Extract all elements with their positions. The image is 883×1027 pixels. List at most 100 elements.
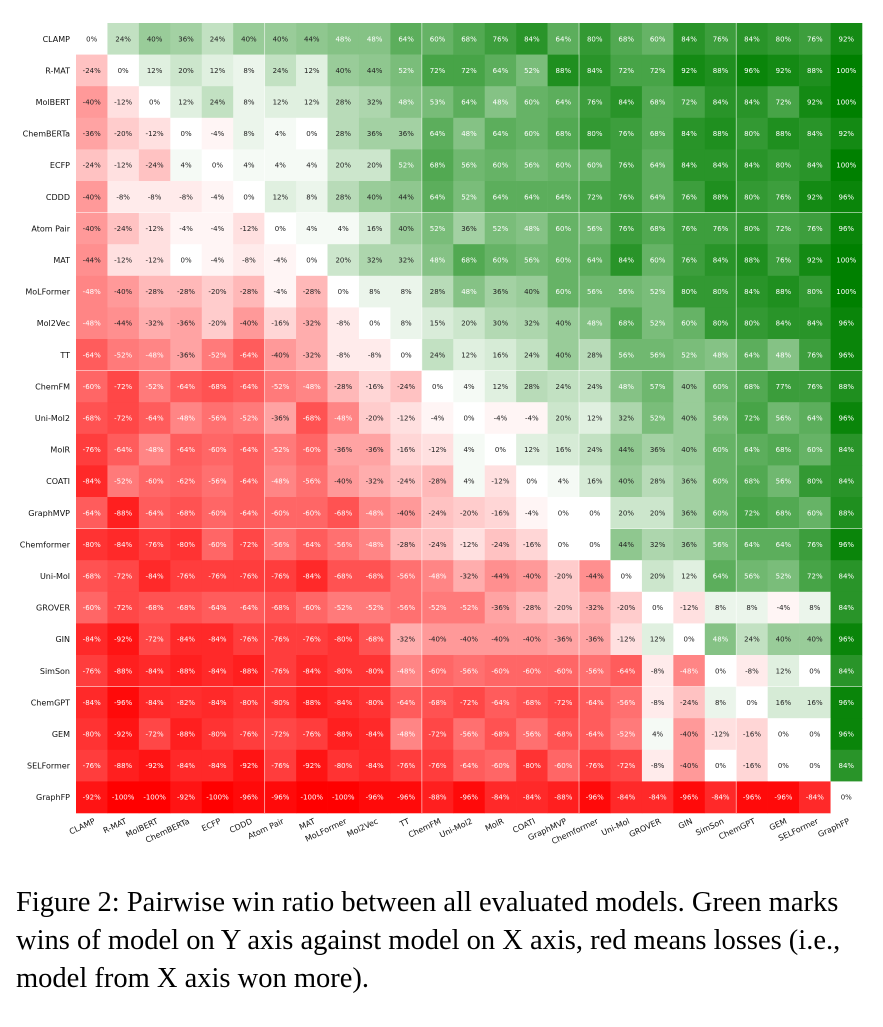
cell-value-label: -60% — [491, 667, 509, 675]
heatmap-cell — [484, 433, 517, 466]
x-tick-label: GROVER — [628, 816, 663, 839]
cell-value-label: 64% — [461, 99, 477, 107]
heatmap-cell — [673, 339, 706, 371]
cell-value-label: 92% — [807, 99, 823, 107]
cell-value-label: -16% — [743, 731, 761, 739]
cell-value-label: -16% — [366, 383, 384, 391]
cell-value-label: -56% — [460, 667, 478, 675]
cell-value-label: -16% — [271, 320, 289, 328]
cell-value-label: 88% — [838, 509, 854, 517]
cell-value-label: -40% — [83, 225, 101, 233]
cell-value-label: -88% — [429, 794, 447, 802]
heatmap-cell — [641, 244, 674, 277]
heatmap-cell — [641, 339, 674, 371]
heatmap-cell — [610, 781, 643, 814]
cell-value-label: -24% — [83, 67, 101, 75]
heatmap-cell — [296, 86, 328, 119]
cell-value-label: -84% — [177, 636, 195, 644]
heatmap-cell — [264, 465, 297, 498]
cell-value-label: 76% — [618, 162, 634, 170]
cell-value-label: -76% — [240, 573, 258, 581]
heatmap-cell — [107, 686, 140, 719]
heatmap-cell — [673, 117, 706, 150]
heatmap-cell — [767, 117, 800, 150]
heatmap-cell — [421, 749, 454, 782]
heatmap-cell — [107, 275, 140, 308]
heatmap-cell — [453, 212, 486, 245]
cell-value-label: 84% — [744, 288, 760, 296]
heatmap-cell — [673, 465, 706, 498]
cell-value-label: 72% — [587, 193, 603, 201]
heatmap-cell — [799, 402, 831, 435]
heatmap-cell — [76, 433, 108, 466]
cell-value-label: 56% — [776, 415, 792, 423]
heatmap-cell — [201, 23, 234, 55]
cell-value-label: 80% — [776, 35, 792, 43]
cell-value-label: 68% — [618, 35, 634, 43]
cell-value-label: -84% — [208, 636, 226, 644]
heatmap-cell — [453, 370, 486, 403]
cell-value-label: -84% — [208, 699, 226, 707]
cell-value-label: 76% — [618, 193, 634, 201]
cell-value-label: 24% — [587, 383, 603, 391]
heatmap-cell — [358, 433, 391, 466]
heatmap-cell — [233, 402, 265, 435]
heatmap-cell — [421, 623, 454, 656]
cell-value-label: 16% — [587, 478, 603, 486]
heatmap-cell — [107, 86, 140, 119]
cell-value-label: -52% — [617, 731, 635, 739]
heatmap-cell — [107, 339, 140, 371]
heatmap-cell — [296, 23, 328, 55]
cell-value-label: -4% — [211, 257, 225, 265]
heatmap-cell — [296, 781, 328, 814]
heatmap-cell — [736, 339, 768, 371]
cell-value-label: -24% — [680, 699, 698, 707]
heatmap-cell — [264, 497, 297, 529]
cell-value-label: -4% — [525, 509, 539, 517]
cell-value-label: -80% — [523, 762, 541, 770]
cell-value-label: 48% — [524, 225, 540, 233]
cell-value-label: -84% — [711, 794, 729, 802]
heatmap-cell — [233, 497, 265, 529]
cell-value-label: 28% — [524, 383, 540, 391]
heatmap-cell — [579, 212, 611, 245]
heatmap-cell — [201, 749, 234, 782]
y-tick-label: GraphMVP — [28, 509, 70, 518]
heatmap-cell — [107, 465, 140, 498]
cell-value-label: -64% — [240, 509, 258, 517]
cell-value-label: 36% — [178, 35, 194, 43]
heatmap-cell — [799, 212, 831, 245]
heatmap-cell — [547, 307, 580, 340]
heatmap-cell — [830, 181, 863, 213]
heatmap-cell — [516, 465, 548, 498]
cell-value-label: 28% — [430, 288, 446, 296]
cell-value-label: 53% — [430, 99, 446, 107]
cell-value-label: -12% — [491, 478, 509, 486]
cell-value-label: -92% — [303, 762, 321, 770]
cell-value-label: 0% — [338, 288, 349, 296]
cell-value-label: 0% — [463, 415, 474, 423]
heatmap-cell — [170, 275, 203, 308]
heatmap-cell — [264, 686, 297, 719]
heatmap-cell — [610, 623, 643, 656]
cell-value-label: 0% — [275, 225, 286, 233]
cell-value-label: 24% — [556, 383, 572, 391]
cell-value-label: 64% — [556, 99, 572, 107]
heatmap-cell — [484, 465, 517, 498]
heatmap-cell — [736, 402, 768, 435]
heatmap-cell — [830, 370, 863, 403]
heatmap-cell — [327, 370, 360, 403]
cell-value-label: 84% — [807, 162, 823, 170]
heatmap-cell — [610, 402, 643, 435]
heatmap-cell — [453, 623, 486, 656]
heatmap-cell — [201, 497, 234, 529]
cell-value-label: 60% — [713, 383, 729, 391]
heatmap-cell — [296, 718, 328, 751]
cell-value-label: -48% — [83, 320, 101, 328]
cell-value-label: -24% — [397, 383, 415, 391]
cell-value-label: 40% — [335, 67, 351, 75]
cell-value-label: -40% — [334, 478, 352, 486]
heatmap-cell — [736, 86, 768, 119]
heatmap-cell — [327, 339, 360, 371]
heatmap-cell — [170, 718, 203, 751]
